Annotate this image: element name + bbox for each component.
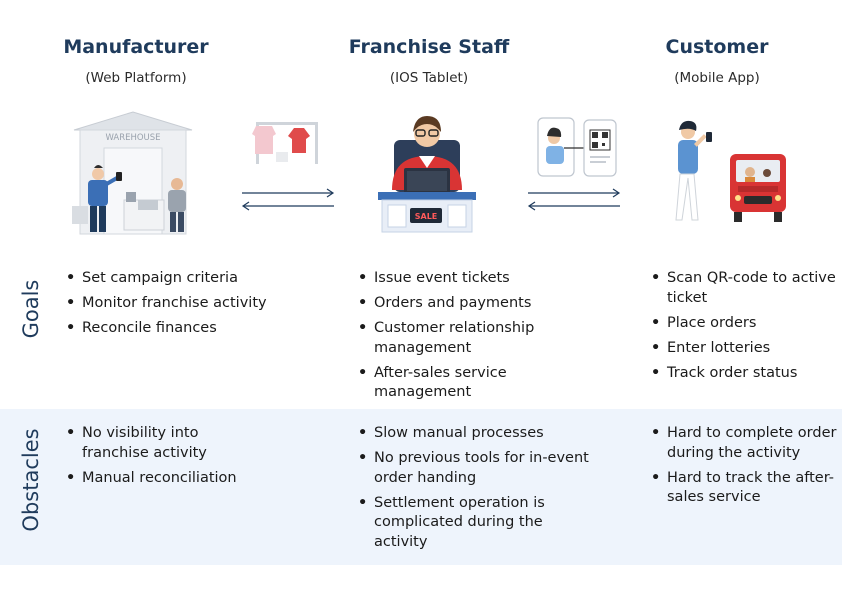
column-subtitle: (IOS Tablet) xyxy=(389,70,469,86)
goal-item: Set campaign criteria xyxy=(66,269,276,289)
manufacturer-obstacles-list: No visibility into franchise activity Ma… xyxy=(66,424,248,494)
sale-sign: SALE xyxy=(415,212,438,221)
goal-item: Enter lotteries xyxy=(651,339,837,359)
customer-goals-list: Scan QR-code to active ticket Place orde… xyxy=(651,269,837,389)
obstacle-item: Hard to complete order during the activi… xyxy=(651,424,837,463)
column-header-manufacturer: Manufacturer (Web Platform) xyxy=(36,34,236,87)
obstacle-item: Manual reconciliation xyxy=(66,469,248,489)
obstacle-item: No visibility into franchise activity xyxy=(66,424,248,463)
column-header-customer: Customer (Mobile App) xyxy=(617,34,817,87)
goal-item: Customer relationship management xyxy=(358,319,558,358)
column-header-franchise-staff: Franchise Staff (IOS Tablet) xyxy=(329,34,529,87)
customer-obstacles-list: Hard to complete order during the activi… xyxy=(651,424,837,513)
obstacle-item: No previous tools for in-event order han… xyxy=(358,449,590,488)
bidirectional-arrows-icon xyxy=(241,188,335,211)
phone-qr-scan-illustration xyxy=(537,117,617,177)
column-subtitle: (Mobile App) xyxy=(674,70,760,86)
goal-item: Track order status xyxy=(651,364,837,384)
clothing-rack-illustration xyxy=(252,122,318,164)
obstacle-item: Settlement operation is complicated duri… xyxy=(358,494,590,553)
warehouse-sign: WAREHOUSE xyxy=(105,133,160,143)
obstacle-item: Slow manual processes xyxy=(358,424,590,444)
franchise-staff-goals-list: Issue event tickets Orders and payments … xyxy=(358,269,558,408)
franchise-staff-illustration: SALE xyxy=(378,116,476,233)
column-title: Manufacturer xyxy=(63,36,209,58)
column-title: Franchise Staff xyxy=(348,36,510,58)
obstacles-row-label: Obstacles xyxy=(19,428,43,532)
customer-illustration xyxy=(675,120,786,222)
goal-item: After-sales service management xyxy=(358,364,558,403)
goal-item: Monitor franchise activity xyxy=(66,294,276,314)
warehouse-illustration: WAREHOUSE xyxy=(72,111,193,235)
column-subtitle: (Web Platform) xyxy=(85,70,187,86)
goal-item: Issue event tickets xyxy=(358,269,558,289)
obstacle-item: Hard to track the after-sales service xyxy=(651,469,837,508)
manufacturer-goals-list: Set campaign criteria Monitor franchise … xyxy=(66,269,276,344)
goal-item: Scan QR-code to active ticket xyxy=(651,269,837,308)
goal-item: Reconcile finances xyxy=(66,319,276,339)
goals-row-label: Goals xyxy=(19,279,43,339)
franchise-staff-obstacles-list: Slow manual processes No previous tools … xyxy=(358,424,590,558)
goal-item: Place orders xyxy=(651,314,837,334)
bidirectional-arrows-icon xyxy=(527,188,621,211)
column-title: Customer xyxy=(665,36,769,58)
goal-item: Orders and payments xyxy=(358,294,558,314)
